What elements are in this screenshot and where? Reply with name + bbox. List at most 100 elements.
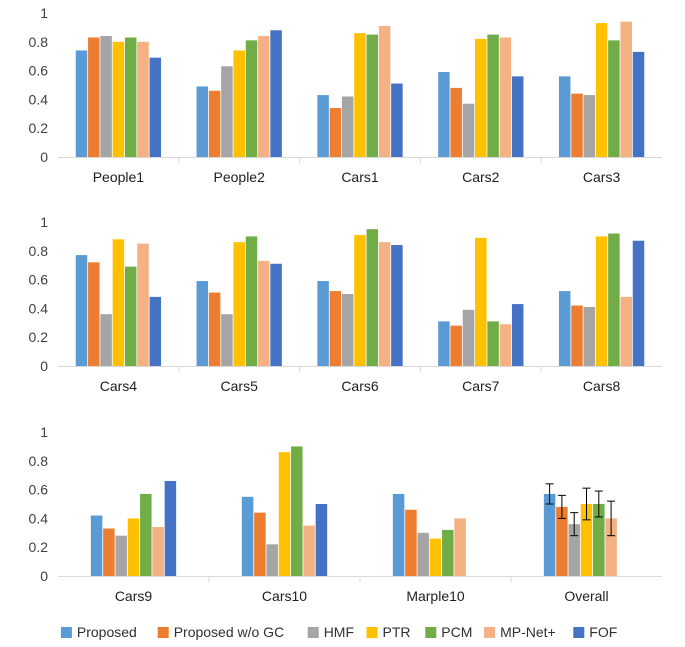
bar (88, 37, 100, 157)
bar (391, 84, 403, 157)
y-tick-label: 0.8 (29, 34, 49, 50)
bar (354, 235, 366, 366)
bar (633, 241, 645, 366)
y-tick-label: 0 (40, 568, 48, 584)
bar (608, 40, 620, 157)
bar (221, 66, 233, 157)
bar (417, 533, 429, 576)
y-tick-label: 0.4 (29, 300, 49, 316)
y-tick-label: 0 (40, 358, 48, 374)
bar (88, 262, 100, 366)
bar (512, 76, 524, 157)
bar (270, 30, 282, 157)
bar (113, 42, 125, 157)
bar (125, 37, 137, 157)
bar (197, 86, 209, 157)
bar (450, 326, 462, 366)
y-tick-label: 0.8 (29, 243, 49, 259)
y-tick-label: 1 (40, 214, 48, 230)
legend-swatch (573, 627, 584, 638)
bar (279, 452, 291, 576)
category-label: People1 (93, 169, 145, 185)
bar (559, 76, 571, 157)
y-tick-label: 0.2 (29, 539, 49, 555)
legend-label: PTR (383, 624, 411, 640)
legend-swatch (158, 627, 169, 638)
bar (544, 494, 556, 576)
bar (100, 36, 112, 157)
category-label: Cars7 (462, 378, 500, 394)
category-label: Cars5 (221, 378, 259, 394)
legend-label: HMF (324, 624, 354, 640)
bar (209, 91, 221, 157)
bar (233, 242, 245, 366)
bar (150, 58, 162, 157)
bar (197, 281, 209, 366)
bar (317, 281, 329, 366)
bar (620, 297, 632, 366)
legend-swatch (367, 627, 378, 638)
bar (393, 494, 405, 576)
legend-label: Proposed (77, 624, 137, 640)
y-tick-label: 1 (40, 5, 48, 21)
bar (246, 40, 258, 157)
category-label: Cars4 (100, 378, 138, 394)
bar (367, 35, 379, 157)
bar (137, 42, 149, 157)
bar (442, 530, 454, 576)
bar (463, 310, 475, 366)
bar (317, 95, 329, 157)
y-tick-label: 0.2 (29, 329, 49, 345)
category-label: Overall (564, 588, 608, 604)
bar (463, 104, 475, 157)
y-tick-label: 0.6 (29, 272, 49, 288)
legend-label: PCM (441, 624, 472, 640)
bar (125, 267, 137, 366)
bar (113, 239, 125, 366)
y-tick-label: 0.2 (29, 120, 49, 136)
bar (103, 528, 115, 576)
bar (559, 291, 571, 366)
bar (258, 261, 270, 366)
bar (475, 39, 487, 157)
legend-swatch (425, 627, 436, 638)
category-label: Cars1 (341, 169, 379, 185)
bar (242, 497, 254, 576)
legend-label: Proposed w/o GC (174, 624, 285, 640)
bar (266, 544, 278, 576)
bar (438, 72, 450, 157)
bar (246, 236, 258, 366)
bar (209, 293, 221, 366)
category-label: Cars2 (462, 169, 500, 185)
bar (270, 264, 282, 366)
bar (487, 35, 499, 157)
bar (342, 294, 354, 366)
bar (76, 255, 88, 366)
legend-label: MP-Net+ (500, 624, 556, 640)
bar (330, 291, 342, 366)
bar (512, 304, 524, 366)
y-tick-label: 0.6 (29, 63, 49, 79)
category-label: Cars8 (583, 378, 621, 394)
y-tick-label: 0.4 (29, 510, 49, 526)
bar (137, 244, 149, 366)
legend-label: FOF (589, 624, 617, 640)
bar (330, 108, 342, 157)
legend-swatch (484, 627, 495, 638)
y-tick-label: 0 (40, 149, 48, 165)
bar (152, 527, 164, 576)
category-label: Cars10 (262, 588, 307, 604)
bar (150, 297, 162, 366)
bar (500, 324, 512, 366)
bar (303, 526, 315, 576)
bar (140, 494, 152, 576)
bar (342, 97, 354, 157)
category-label: People2 (214, 169, 266, 185)
category-label: Cars6 (341, 378, 379, 394)
bar (115, 536, 127, 576)
bar (584, 307, 596, 366)
bar (608, 234, 620, 366)
bar (354, 33, 366, 157)
bar (430, 539, 442, 576)
bar (91, 516, 103, 576)
